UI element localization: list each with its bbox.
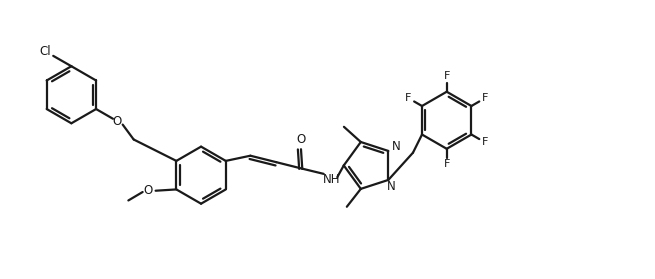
Text: N: N	[387, 180, 396, 193]
Text: F: F	[481, 93, 488, 103]
Text: F: F	[443, 159, 450, 169]
Text: O: O	[113, 115, 122, 128]
Text: F: F	[405, 93, 412, 103]
Text: F: F	[443, 71, 450, 81]
Text: O: O	[296, 133, 306, 146]
Text: O: O	[143, 184, 153, 197]
Text: F: F	[481, 137, 488, 147]
Text: Cl: Cl	[39, 45, 50, 59]
Text: NH: NH	[324, 173, 341, 186]
Text: N: N	[392, 140, 400, 153]
